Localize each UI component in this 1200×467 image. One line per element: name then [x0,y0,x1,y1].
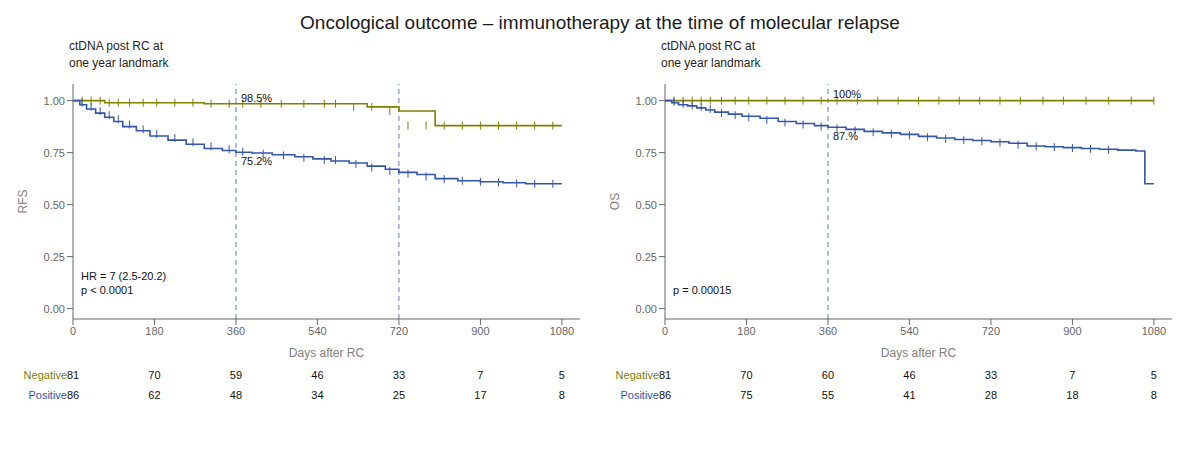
svg-text:41: 41 [903,389,915,401]
svg-text:0: 0 [70,325,76,337]
svg-text:Negative: Negative [616,369,659,381]
svg-text:70: 70 [148,369,160,381]
svg-text:0.00: 0.00 [44,303,65,315]
svg-text:360: 360 [227,325,245,337]
svg-text:18: 18 [1066,389,1078,401]
svg-text:98.5%: 98.5% [241,92,272,104]
svg-text:86: 86 [67,389,79,401]
svg-text:180: 180 [145,325,163,337]
svg-text:8: 8 [559,389,565,401]
svg-text:0.50: 0.50 [636,199,657,211]
svg-text:180: 180 [737,325,755,337]
svg-text:1.00: 1.00 [636,95,657,107]
svg-text:Positive: Positive [620,389,659,401]
svg-text:25: 25 [393,389,405,401]
svg-text:34: 34 [311,389,323,401]
svg-text:720: 720 [982,325,1000,337]
svg-text:1.00: 1.00 [44,95,65,107]
svg-text:75: 75 [740,389,752,401]
svg-text:0.00: 0.00 [636,303,657,315]
svg-text:Days after RC: Days after RC [881,346,957,360]
html-text:ctDNA post RC at one year land: ctDNA post RC at one year landmark [661,39,761,70]
html-text:ctDNA post RC at one year land: ctDNA post RC at one year landmark [69,39,169,70]
svg-text:55: 55 [822,389,834,401]
svg-text:5: 5 [559,369,565,381]
svg-text:Positive: Positive [28,389,67,401]
svg-text:0.75: 0.75 [636,147,657,159]
svg-text:70: 70 [740,369,752,381]
html-text:Oncological outcome – immunoth: Oncological outcome – immunotherapy at t… [300,12,900,33]
svg-text:17: 17 [474,389,486,401]
svg-text:RFS: RFS [16,190,30,214]
svg-text:48: 48 [230,389,242,401]
svg-text:Days after RC: Days after RC [289,346,365,360]
svg-text:7: 7 [477,369,483,381]
svg-text:540: 540 [308,325,326,337]
svg-text:Negative: Negative [24,369,67,381]
html-text:p = 0.00015: p = 0.00015 [673,284,732,296]
svg-text:100%: 100% [833,88,861,100]
svg-text:0.75: 0.75 [44,147,65,159]
svg-text:81: 81 [659,369,671,381]
svg-text:540: 540 [900,325,918,337]
svg-text:33: 33 [985,369,997,381]
svg-text:7: 7 [1069,369,1075,381]
svg-text:46: 46 [903,369,915,381]
svg-text:360: 360 [819,325,837,337]
svg-text:33: 33 [393,369,405,381]
svg-text:8: 8 [1151,389,1157,401]
html-text:HR = 7 (2.5-20.2) p < 0.0001: HR = 7 (2.5-20.2) p < 0.0001 [81,270,167,296]
svg-text:1080: 1080 [550,325,574,337]
svg-text:59: 59 [230,369,242,381]
svg-text:0.25: 0.25 [44,251,65,263]
svg-text:5: 5 [1151,369,1157,381]
svg-text:46: 46 [311,369,323,381]
svg-text:87.%: 87.% [833,130,858,142]
svg-text:28: 28 [985,389,997,401]
svg-text:900: 900 [1063,325,1081,337]
svg-text:0.25: 0.25 [636,251,657,263]
svg-text:81: 81 [67,369,79,381]
svg-text:75.2%: 75.2% [241,155,272,167]
svg-text:1080: 1080 [1142,325,1166,337]
svg-text:62: 62 [148,389,160,401]
svg-text:60: 60 [822,369,834,381]
svg-text:86: 86 [659,389,671,401]
svg-text:OS: OS [608,193,622,210]
svg-text:0: 0 [662,325,668,337]
svg-text:720: 720 [390,325,408,337]
svg-text:900: 900 [471,325,489,337]
svg-text:0.50: 0.50 [44,199,65,211]
